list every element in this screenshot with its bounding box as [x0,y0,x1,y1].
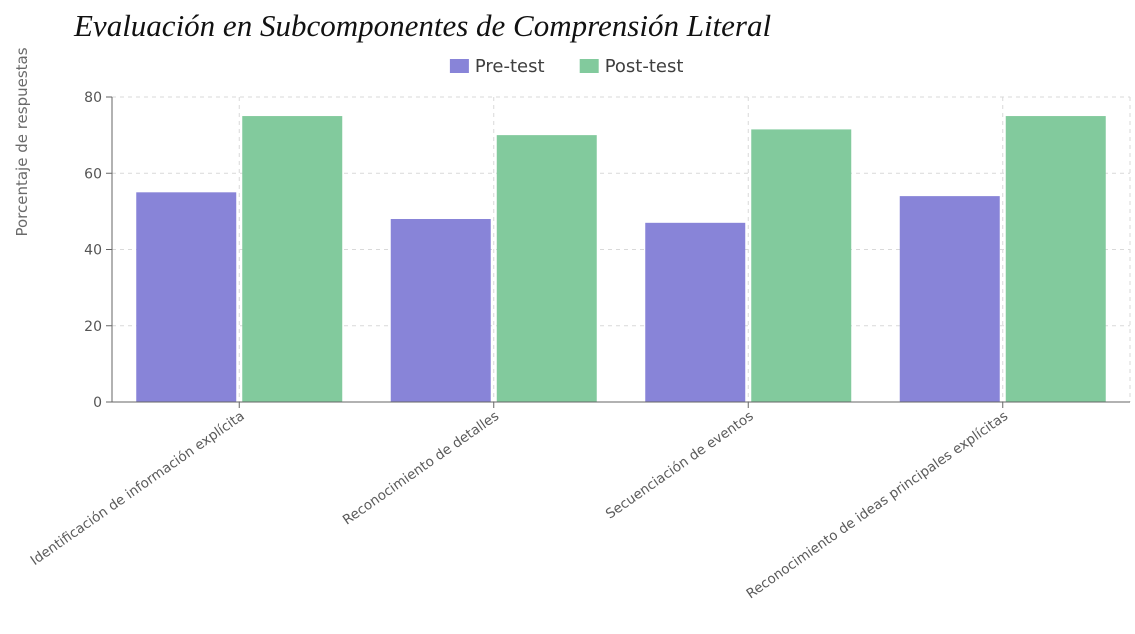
x-tick-label: Identificación de información explícita [28,408,248,569]
legend-swatch [449,59,469,73]
bar-post-test[interactable] [1005,116,1106,402]
bar-pre-test[interactable] [899,196,1000,402]
x-axis: Identificación de información explícita R… [28,401,1130,602]
y-tick-label: 80 [84,90,102,106]
x-tick-label: Reconocimiento de ideas principales expl… [743,408,1011,602]
y-axis: 0 20 40 60 80 [84,90,113,411]
legend-item-pre-test[interactable]: Pre-test [449,56,545,77]
bar-post-test[interactable] [751,129,852,402]
legend-item-post-test[interactable]: Post-test [579,56,684,77]
legend[interactable]: Pre-test Post-test [449,56,684,77]
bar-pre-test[interactable] [390,219,491,402]
y-tick-label: 0 [93,395,102,411]
x-tick-label: Reconocimiento de detalles [340,408,502,528]
chart-title: Evaluación en Subcomponentes de Comprens… [74,8,772,43]
y-axis-label: Porcentaje de respuestas [13,47,31,236]
x-tick-label: Secuenciación de eventos [603,408,757,522]
y-tick-label: 40 [84,243,102,259]
legend-label: Pre-test [475,56,545,77]
bar-pre-test[interactable] [136,192,237,402]
bars [136,116,1106,402]
bar-post-test[interactable] [496,135,597,402]
y-tick-label: 20 [84,319,102,335]
bar-pre-test[interactable] [645,222,746,402]
legend-swatch [579,59,599,73]
y-tick-label: 60 [84,166,102,182]
bar-post-test[interactable] [242,116,343,402]
legend-label: Post-test [605,56,684,77]
